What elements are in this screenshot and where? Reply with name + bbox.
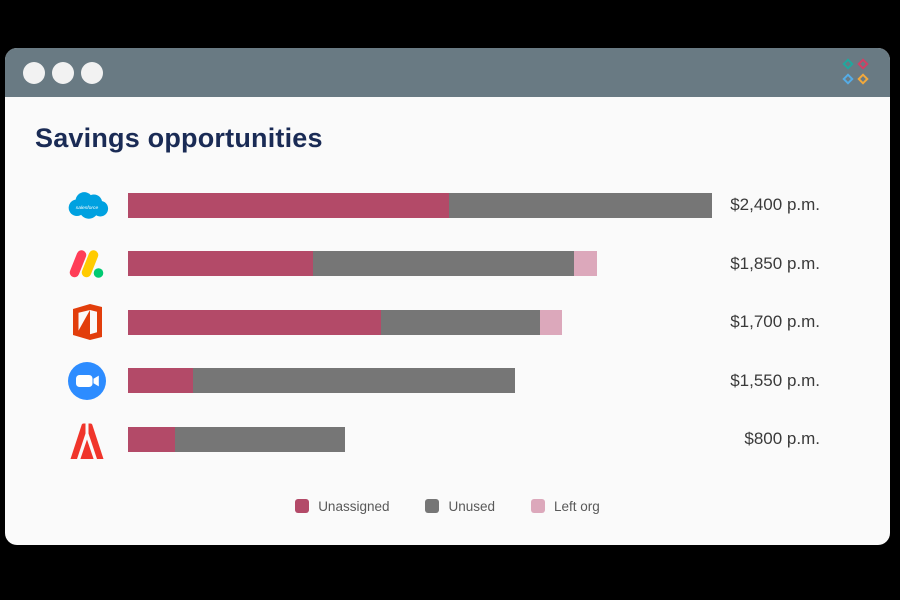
window-titlebar (5, 48, 890, 97)
legend-item-left-org[interactable]: Left org (531, 499, 600, 514)
bar-segment-unused (313, 251, 574, 277)
stacked-bar (128, 309, 562, 335)
savings-value-label: $800 p.m. (744, 429, 820, 449)
app-row-zoom: $1,550 p.m. (35, 352, 860, 411)
savings-value-label: $1,850 p.m. (730, 253, 820, 273)
brand-logo-diamond-icon (842, 72, 854, 85)
chart-panel: Savings opportunities salesforce $2,400 … (5, 123, 890, 514)
stacked-bar (128, 426, 345, 452)
legend-label: Unassigned (318, 498, 390, 514)
legend-item-unassigned[interactable]: Unassigned (295, 499, 389, 514)
window-close-button[interactable] (23, 61, 45, 84)
bar-segment-unassigned (128, 192, 449, 218)
legend-swatch-icon (295, 499, 310, 513)
legend-swatch-icon (531, 499, 546, 513)
svg-text:salesforce: salesforce (76, 205, 99, 211)
bar-segment-unassigned (128, 309, 381, 335)
brand-logo-icon (842, 57, 872, 88)
window-controls (23, 61, 103, 84)
monday-icon (65, 242, 109, 286)
savings-value-label: $2,400 p.m. (730, 195, 820, 215)
bar-segment-unassigned (128, 251, 313, 277)
stacked-bar (128, 192, 712, 218)
app-window: Savings opportunities salesforce $2,400 … (5, 48, 890, 545)
app-row-monday: $1,850 p.m. (35, 235, 860, 294)
bar-segment-unassigned (128, 426, 175, 452)
savings-value-label: $1,550 p.m. (730, 370, 820, 390)
window-maximize-button[interactable] (81, 61, 103, 84)
stacked-bar (128, 368, 515, 394)
bar-segment-left-org (574, 251, 597, 277)
bar-segment-unused (193, 368, 515, 394)
zoom-icon (65, 359, 109, 403)
window-minimize-button[interactable] (52, 61, 74, 84)
bar-segment-unused (449, 192, 712, 218)
salesforce-icon: salesforce (65, 183, 109, 227)
adobe-icon (65, 417, 109, 461)
savings-value-label: $1,700 p.m. (730, 312, 820, 332)
bar-segment-unused (175, 426, 345, 452)
brand-logo-diamond-icon (857, 57, 869, 70)
stacked-bar (128, 251, 597, 277)
brand-logo-diamond-icon (842, 57, 854, 70)
chart-rows: salesforce $2,400 p.m. $1,850 p.m. $1,70… (35, 176, 860, 469)
office-icon (65, 300, 109, 344)
legend-label: Unused (448, 498, 496, 514)
bar-segment-unused (381, 309, 540, 335)
app-row-office: $1,700 p.m. (35, 293, 860, 352)
legend-label: Left org (554, 498, 600, 514)
brand-logo-diamond-icon (857, 72, 869, 85)
app-row-adobe: $800 p.m. (35, 410, 860, 469)
page-title: Savings opportunities (35, 123, 323, 153)
app-row-salesforce: salesforce $2,400 p.m. (35, 176, 860, 235)
bar-segment-left-org (540, 309, 562, 335)
chart-legend: Unassigned Unused Left org (35, 499, 860, 514)
bar-segment-unassigned (128, 368, 193, 394)
legend-item-unused[interactable]: Unused (425, 499, 495, 514)
legend-swatch-icon (425, 499, 440, 513)
